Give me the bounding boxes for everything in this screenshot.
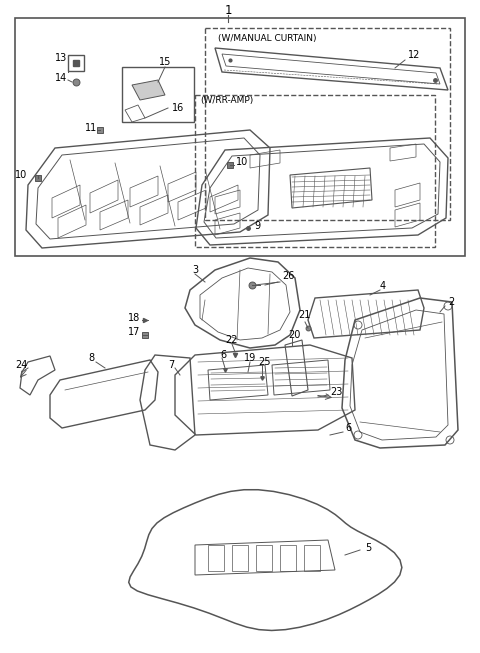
Text: 17: 17: [128, 327, 140, 337]
Text: 18: 18: [128, 313, 140, 323]
Text: (W/RR-AMP): (W/RR-AMP): [200, 95, 253, 104]
Text: 15: 15: [159, 57, 171, 67]
Text: 7: 7: [168, 360, 174, 370]
Text: 19: 19: [244, 353, 256, 363]
Text: (W/MANUAL CURTAIN): (W/MANUAL CURTAIN): [218, 33, 316, 42]
Text: 20: 20: [288, 330, 300, 340]
Text: 23: 23: [330, 387, 342, 397]
Bar: [122, 67, 194, 122]
Text: 8: 8: [88, 353, 94, 363]
Text: 12: 12: [408, 50, 420, 60]
Text: 3: 3: [192, 265, 198, 275]
Text: 16: 16: [172, 103, 184, 113]
Text: 10: 10: [15, 170, 27, 180]
Text: 11: 11: [85, 123, 97, 133]
Bar: [232, 545, 248, 571]
Text: 6: 6: [345, 423, 351, 433]
Bar: [15, 18, 465, 256]
Bar: [208, 545, 224, 571]
Bar: [256, 545, 272, 571]
Text: 2: 2: [448, 297, 454, 307]
Text: 14: 14: [55, 73, 67, 83]
Bar: [68, 55, 84, 71]
Text: 5: 5: [365, 543, 371, 553]
Bar: [205, 28, 450, 220]
Text: 26: 26: [282, 271, 294, 281]
Text: 21: 21: [298, 310, 311, 320]
Bar: [195, 95, 435, 247]
Text: 9: 9: [254, 221, 260, 231]
Bar: [304, 545, 320, 571]
Text: 22: 22: [225, 335, 238, 345]
Text: 1: 1: [224, 3, 232, 16]
Text: 25: 25: [258, 357, 271, 367]
Bar: [280, 545, 296, 571]
Polygon shape: [132, 80, 165, 100]
Text: 24: 24: [15, 360, 27, 370]
Text: 13: 13: [55, 53, 67, 63]
Text: 10: 10: [236, 157, 248, 167]
Text: 6: 6: [220, 350, 226, 360]
Text: 4: 4: [380, 281, 386, 291]
